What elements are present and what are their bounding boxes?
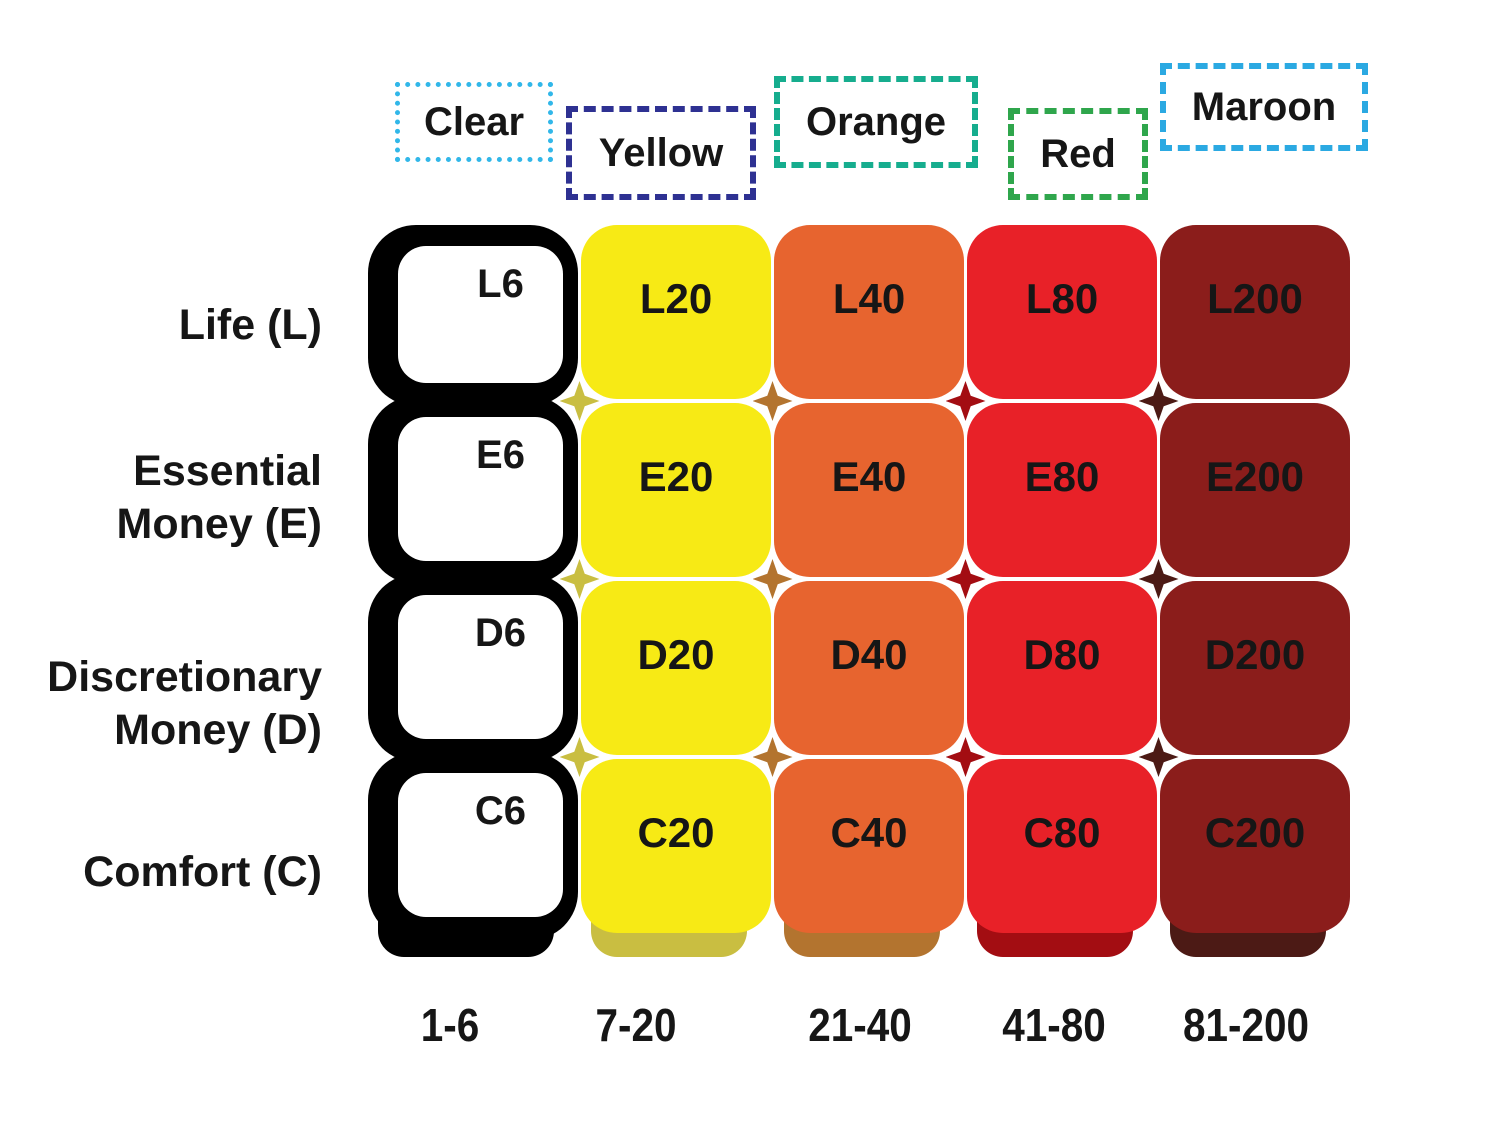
cell-face-C6: C6 (398, 773, 563, 917)
cell-label: D80 (1023, 631, 1101, 678)
cell-label: E200 (1205, 453, 1305, 500)
row-label-line: Money (E) (116, 500, 322, 548)
cell-label: L80 (1025, 275, 1099, 322)
cell-face-D6: D6 (398, 595, 563, 739)
legend-label: Yellow (598, 130, 724, 175)
row-label-line: Life (L) (178, 300, 322, 349)
cell-face-L6: L6 (398, 246, 563, 383)
cell-label: L20 (639, 275, 713, 322)
row-label-line: Comfort (C) (83, 847, 322, 896)
cell-D40: D40 (774, 581, 964, 755)
cell-L40: L40 (774, 225, 964, 399)
cell-D20: D20 (581, 581, 771, 755)
range-label-7-20: 7-20 (595, 999, 677, 1051)
range-label-41-80: 41-80 (1002, 999, 1106, 1051)
cell-C200: C200 (1160, 759, 1350, 933)
cell-L80: L80 (967, 225, 1157, 399)
legend-box-yellow: Yellow (566, 106, 756, 200)
cell-label: C20 (637, 809, 715, 856)
legend-label: Red (1040, 131, 1116, 176)
row-label-l: Life (L) (2, 299, 322, 352)
legend-label: Clear (423, 99, 525, 144)
cell-label: C200 (1204, 809, 1306, 856)
cell-label: D200 (1204, 631, 1306, 678)
cell-face-E6: E6 (398, 417, 563, 561)
row-label-line: Discretionary (47, 653, 322, 701)
cell-label: C80 (1023, 809, 1101, 856)
cell-label: E80 (1024, 453, 1100, 500)
row-label-e: Essential Money (E) (2, 445, 322, 551)
cell-E20: E20 (581, 403, 771, 577)
range-label-21-40: 21-40 (808, 999, 912, 1051)
cell-C6: C6 (368, 752, 578, 940)
legend-box-maroon: Maroon (1160, 63, 1368, 151)
cell-D80: D80 (967, 581, 1157, 755)
cell-label: E40 (831, 453, 907, 500)
cell-D6: D6 (368, 574, 578, 762)
cell-label: C6 (474, 789, 527, 833)
cell-label: C40 (830, 809, 908, 856)
row-label-d: Discretionary Money (D) (2, 651, 322, 757)
cell-label: D6 (474, 611, 527, 655)
cell-L6: L6 (368, 225, 578, 406)
cell-E6: E6 (368, 396, 578, 584)
cell-label: D40 (830, 631, 908, 678)
row-label-c: Comfort (C) (2, 846, 322, 899)
cell-label: E6 (476, 433, 525, 477)
cell-label: L200 (1207, 275, 1303, 322)
cell-C40: C40 (774, 759, 964, 933)
row-label-line: Essential (133, 447, 322, 495)
cell-D200: D200 (1160, 581, 1350, 755)
cell-E200: E200 (1160, 403, 1350, 577)
cell-label: L6 (477, 262, 524, 306)
legend-box-clear: Clear (395, 82, 553, 162)
cell-L200: L200 (1160, 225, 1350, 399)
cell-L20: L20 (581, 225, 771, 399)
legend-box-orange: Orange (774, 76, 978, 168)
cell-E80: E80 (967, 403, 1157, 577)
row-label-line: Money (D) (114, 706, 322, 754)
legend-label: Orange (805, 99, 947, 144)
cell-C20: C20 (581, 759, 771, 933)
cell-label: E20 (638, 453, 714, 500)
cell-E40: E40 (774, 403, 964, 577)
cell-label: D20 (637, 631, 715, 678)
cell-label: L40 (832, 275, 906, 322)
range-label-1-6: 1-6 (420, 999, 480, 1051)
legend-box-red: Red (1008, 108, 1148, 200)
range-label-81-200: 81-200 (1182, 999, 1310, 1051)
legend-label: Maroon (1191, 84, 1337, 129)
cell-C80: C80 (967, 759, 1157, 933)
